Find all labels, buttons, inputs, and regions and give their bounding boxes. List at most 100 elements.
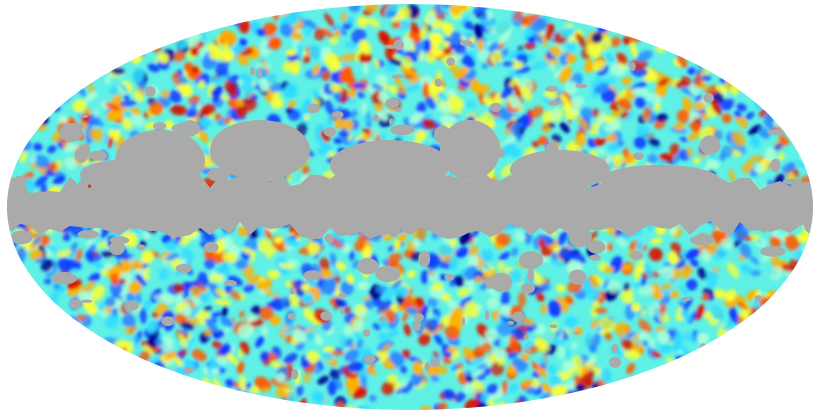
mask-hole — [89, 151, 107, 161]
mask-hole — [576, 84, 588, 89]
mask-hole — [448, 217, 470, 236]
mask-hole — [340, 309, 345, 314]
mask-hole — [59, 123, 83, 142]
mask-hole — [418, 250, 430, 267]
mask-hole — [435, 79, 442, 87]
mask-hole — [70, 299, 83, 309]
mask-hole — [406, 160, 430, 177]
mask-hole — [342, 191, 367, 205]
mask-hole — [413, 321, 421, 331]
mask-hole — [607, 207, 615, 218]
mask-hole — [390, 125, 414, 136]
mask-hole — [372, 114, 379, 121]
mask-hole — [208, 168, 230, 182]
mask-hole — [304, 270, 322, 280]
mask-hole — [183, 367, 193, 374]
mask-hole — [776, 193, 793, 202]
mask-hole — [760, 246, 785, 256]
mask-hole — [509, 174, 528, 187]
mask-hole — [495, 148, 505, 157]
mask-hole — [354, 212, 373, 225]
mask-hole — [545, 86, 558, 92]
mask-hole — [392, 74, 404, 79]
mask-hole — [288, 313, 295, 320]
mask-hole — [524, 348, 531, 353]
mask-region — [330, 140, 450, 190]
mask-hole — [257, 69, 262, 77]
fluctuation-spot — [209, 274, 222, 282]
mask-hole — [159, 181, 173, 199]
mask-hole — [291, 369, 298, 380]
projection — [0, 0, 820, 413]
mask-hole — [401, 218, 409, 233]
mask-hole — [52, 272, 77, 284]
mask-hole — [176, 264, 192, 273]
mask-hole — [445, 274, 455, 281]
mask-hole — [519, 251, 543, 269]
mask-hole — [574, 332, 579, 335]
fluctuation-spot — [496, 402, 507, 407]
mask-hole — [510, 215, 528, 227]
mask-hole — [681, 297, 693, 301]
mask-hole — [485, 277, 495, 289]
mask-hole — [324, 127, 336, 137]
mask-hole — [491, 200, 501, 216]
mask-hole — [803, 194, 815, 201]
mask-hole — [379, 316, 388, 321]
mask-hole — [431, 358, 440, 367]
mask-hole — [82, 114, 88, 118]
mask-hole — [490, 103, 502, 112]
mask-hole — [569, 270, 587, 285]
mask-hole — [754, 295, 761, 302]
fluctuation-spot — [283, 328, 292, 333]
mask-hole — [290, 287, 296, 294]
mask-hole — [700, 136, 721, 155]
fluctuation-spot — [502, 61, 515, 66]
mask-hole — [231, 317, 235, 323]
mask-hole — [545, 142, 559, 158]
mask-hole — [363, 329, 371, 337]
mask-hole — [224, 280, 237, 286]
mask-hole — [633, 152, 644, 160]
mask-hole — [783, 179, 803, 185]
mask-hole — [81, 300, 92, 303]
mask-hole — [82, 143, 91, 156]
mask-hole — [804, 215, 819, 233]
mask-hole — [528, 268, 534, 283]
mask-hole — [739, 178, 745, 189]
mask-hole — [135, 186, 146, 205]
mask-hole — [396, 107, 401, 112]
sky-map — [0, 0, 820, 413]
mask-hole — [675, 209, 694, 219]
mask-hole — [587, 240, 605, 253]
fluctuation-spot — [328, 60, 341, 71]
mask-hole — [548, 101, 560, 106]
mask-hole — [10, 231, 32, 245]
mask-hole — [368, 218, 380, 224]
mask-hole — [460, 40, 473, 46]
mask-hole — [512, 311, 524, 322]
mask-hole — [78, 230, 100, 238]
mask-hole — [137, 244, 146, 250]
fluctuation-spot — [392, 22, 402, 29]
mask-hole — [145, 86, 156, 97]
mask-hole — [700, 343, 706, 354]
mask-hole — [375, 266, 400, 282]
mask-hole — [425, 362, 431, 371]
mask-hole — [567, 119, 572, 125]
mask-hole — [703, 93, 714, 103]
mask-hole — [446, 57, 455, 66]
mask-hole — [112, 192, 126, 198]
fluctuation-spot — [388, 260, 399, 267]
mask-hole — [364, 355, 376, 363]
mask-hole — [609, 357, 621, 368]
mask-hole — [165, 211, 175, 220]
mask-hole — [125, 301, 139, 311]
mask-hole — [324, 234, 334, 243]
mask-hole — [550, 324, 558, 328]
mask-hole — [414, 313, 424, 322]
mask-hole — [384, 45, 397, 49]
mask-hole — [153, 122, 167, 129]
mask-hole — [109, 241, 125, 255]
mask-hole — [332, 111, 343, 118]
